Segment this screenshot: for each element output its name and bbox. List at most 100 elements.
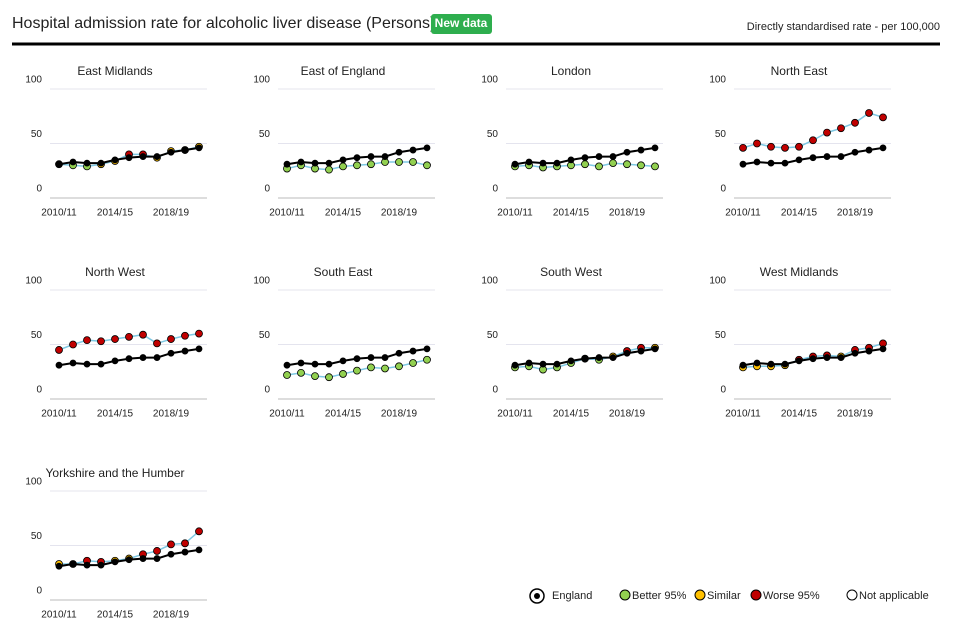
data-point: [423, 161, 431, 170]
x-tick-label: 2010/11: [725, 409, 761, 420]
data-point: [111, 357, 119, 365]
data-point: [367, 354, 375, 361]
data-point: [367, 153, 375, 160]
chart-title: South East: [314, 265, 373, 279]
data-point: [139, 330, 147, 339]
data-point: [623, 349, 631, 357]
data-point: [353, 355, 361, 363]
data-point: [539, 159, 547, 167]
chart-title: East Midlands: [77, 64, 152, 78]
chart-title: East of England: [301, 64, 386, 78]
x-tick-label: 2018/19: [381, 409, 418, 420]
data-point: [83, 360, 91, 368]
data-point: [623, 160, 631, 169]
data-point: [297, 158, 305, 166]
data-point: [609, 354, 617, 361]
units: Directly standardised rate - per 100,000: [747, 21, 940, 33]
x-tick-label: 2010/11: [269, 409, 305, 420]
data-point: [325, 159, 333, 167]
x-tick-label: 2014/15: [553, 208, 590, 219]
y-tick-label: 0: [264, 385, 270, 396]
page-title: Hospital admission rate for alcoholic li…: [12, 15, 435, 32]
chart-title: London: [551, 64, 591, 78]
legend-label: England: [552, 590, 592, 602]
data-point: [409, 146, 417, 154]
data-point: [339, 156, 347, 164]
data-point: [409, 359, 417, 367]
data-point: [865, 347, 873, 355]
data-point: [637, 347, 645, 355]
y-tick-label: 100: [481, 75, 498, 86]
data-point: [581, 160, 589, 169]
data-point: [753, 139, 761, 148]
y-tick-label: 0: [720, 184, 726, 195]
y-tick-label: 100: [25, 276, 42, 287]
data-point: [195, 546, 203, 554]
data-point: [195, 527, 203, 536]
data-point: [651, 345, 659, 353]
data-point: [395, 349, 403, 357]
x-tick-label: 2018/19: [153, 610, 190, 621]
data-point: [567, 156, 575, 164]
x-tick-label: 2018/19: [153, 208, 190, 219]
data-point: [69, 340, 77, 349]
x-tick-label: 2018/19: [837, 208, 874, 219]
data-point: [69, 158, 77, 166]
data-point: [553, 159, 561, 167]
data-point: [381, 364, 389, 373]
data-point: [781, 159, 789, 167]
legend-symbol: [750, 589, 762, 601]
data-point: [767, 142, 775, 151]
data-point: [55, 346, 63, 354]
data-point: [181, 548, 189, 556]
data-point: [395, 158, 403, 166]
data-point: [767, 360, 775, 368]
x-tick-label: 2018/19: [609, 409, 646, 420]
legend-label: Worse 95%: [763, 590, 820, 602]
data-point: [83, 159, 91, 167]
data-point: [195, 345, 203, 353]
data-point: [753, 158, 761, 166]
data-point: [125, 556, 133, 564]
data-point: [581, 355, 589, 363]
y-tick-label: 50: [31, 330, 43, 341]
y-tick-label: 100: [709, 75, 726, 86]
x-tick-label: 2010/11: [497, 208, 533, 219]
y-tick-label: 50: [31, 531, 43, 542]
data-point: [409, 158, 417, 166]
data-point: [651, 162, 659, 171]
y-tick-label: 0: [492, 184, 498, 195]
data-point: [125, 154, 133, 162]
data-point: [139, 555, 147, 562]
data-point: [823, 128, 831, 137]
data-point: [83, 336, 91, 345]
data-point: [609, 153, 617, 160]
data-point: [125, 332, 133, 341]
x-tick-label: 2018/19: [381, 208, 418, 219]
data-point: [739, 143, 747, 152]
data-point: [339, 162, 347, 171]
data-point: [153, 153, 161, 160]
data-point: [525, 359, 533, 367]
x-tick-label: 2014/15: [781, 208, 818, 219]
data-point: [637, 161, 645, 170]
legend-symbol: [694, 589, 706, 601]
data-point: [55, 160, 63, 168]
data-point: [367, 363, 375, 372]
data-point: [609, 159, 617, 168]
data-point: [753, 359, 761, 367]
data-point: [865, 146, 873, 154]
data-point: [97, 561, 105, 569]
data-point: [353, 161, 361, 170]
data-point: [325, 165, 333, 174]
data-point: [55, 361, 63, 369]
data-point: [55, 562, 63, 570]
y-tick-label: 100: [253, 276, 270, 287]
data-point: [781, 143, 789, 152]
data-point: [153, 354, 161, 361]
data-point: [283, 371, 291, 379]
y-tick-label: 50: [487, 330, 499, 341]
data-point: [879, 144, 887, 152]
x-tick-label: 2018/19: [153, 409, 190, 420]
data-point: [581, 154, 589, 162]
